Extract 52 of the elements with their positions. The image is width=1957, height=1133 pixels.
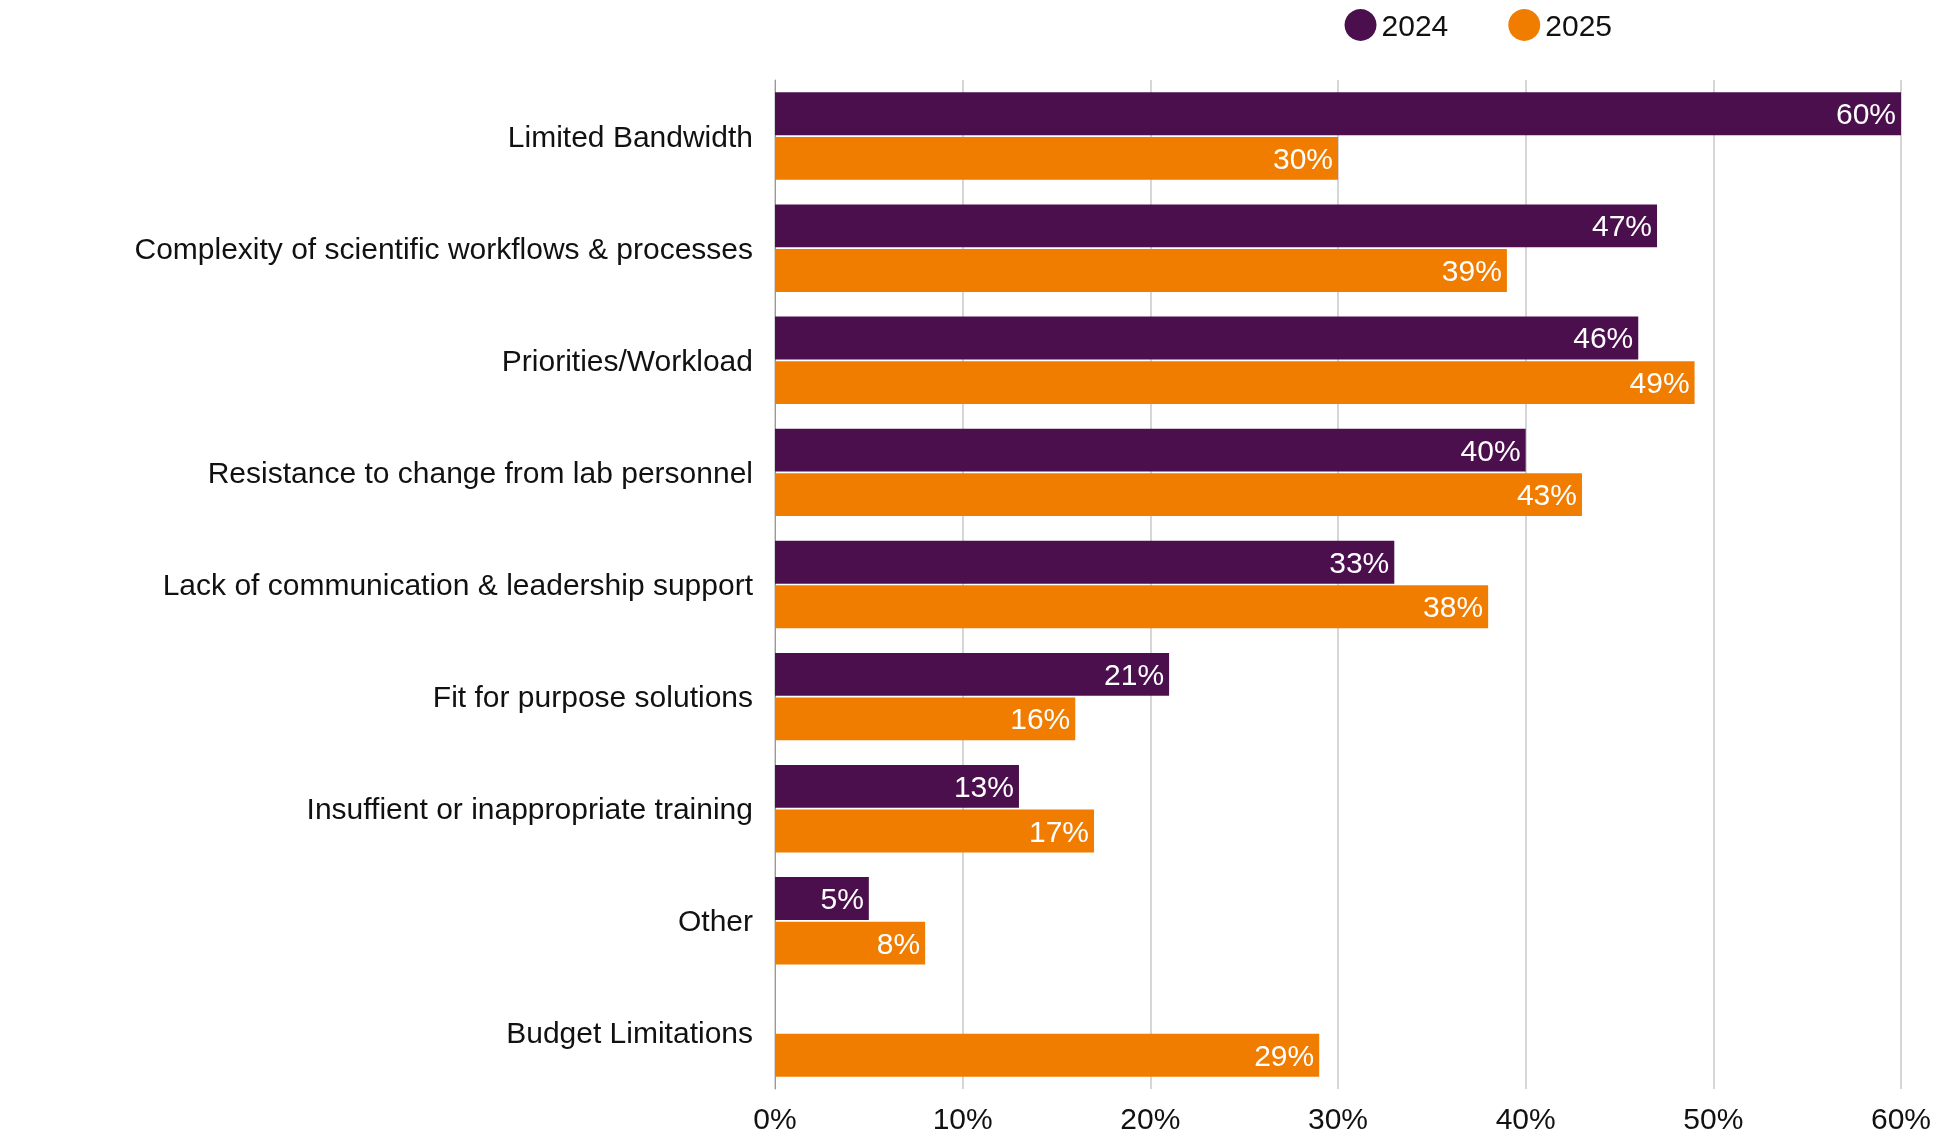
bar — [775, 1033, 1320, 1077]
bar — [775, 877, 869, 920]
data-label: 13% — [953, 769, 1014, 803]
x-tick-label: 50% — [1683, 1101, 1744, 1133]
bar — [775, 921, 926, 965]
data-label: 21% — [1104, 657, 1165, 691]
bar — [775, 249, 1507, 292]
bar — [775, 316, 1639, 360]
data-label: 29% — [1254, 1038, 1315, 1072]
bar — [775, 652, 1170, 696]
y-tick-label: Priorities/Workload — [501, 343, 753, 377]
bar — [775, 428, 1526, 472]
bar — [775, 204, 1658, 248]
data-label: 33% — [1329, 545, 1390, 579]
y-tick-label: Budget Limitations — [506, 1016, 753, 1050]
data-label: 39% — [1441, 253, 1502, 287]
bar — [775, 585, 1489, 629]
data-label: 5% — [820, 882, 864, 916]
bar — [775, 473, 1582, 517]
data-label: 8% — [876, 926, 921, 960]
data-label: 49% — [1629, 366, 1690, 400]
legend-label: 2024 — [1381, 8, 1449, 42]
data-label: 40% — [1460, 433, 1521, 467]
x-tick-label: 30% — [1307, 1101, 1369, 1133]
x-tick-label: 0% — [753, 1101, 797, 1133]
x-tick-label: 60% — [1870, 1101, 1932, 1133]
y-tick-label: Lack of communication & leadership support — [162, 568, 754, 601]
data-label: 30% — [1272, 141, 1333, 175]
x-tick-label: 10% — [932, 1101, 993, 1133]
y-tick-label: Insuffient or inappropriate training — [306, 792, 753, 826]
bar — [775, 540, 1395, 584]
data-label: 43% — [1516, 478, 1577, 512]
y-tick-label: Other — [677, 904, 754, 938]
bar — [775, 361, 1695, 404]
x-tick-label: 20% — [1120, 1101, 1181, 1133]
y-tick-label: Complexity of scientific workflows & processes — [134, 231, 753, 265]
x-tick-label: 40% — [1495, 1101, 1556, 1133]
data-label: 38% — [1423, 590, 1484, 624]
y-tick-label: Fit for purpose solutions — [432, 680, 753, 714]
bar — [775, 92, 1901, 136]
y-tick-label: Resistance to change from lab personnel — [207, 455, 753, 489]
bar — [775, 809, 1095, 853]
legend-label: 2025 — [1545, 8, 1613, 42]
data-label: 16% — [1010, 702, 1071, 736]
data-label: 60% — [1835, 97, 1896, 131]
bar — [775, 697, 1076, 741]
data-label: 47% — [1591, 209, 1653, 243]
data-label: 17% — [1028, 814, 1090, 848]
y-tick-label: Limited Bandwidth — [507, 119, 753, 153]
bar — [775, 136, 1338, 180]
bar — [775, 765, 1019, 808]
data-label: 46% — [1573, 321, 1634, 355]
